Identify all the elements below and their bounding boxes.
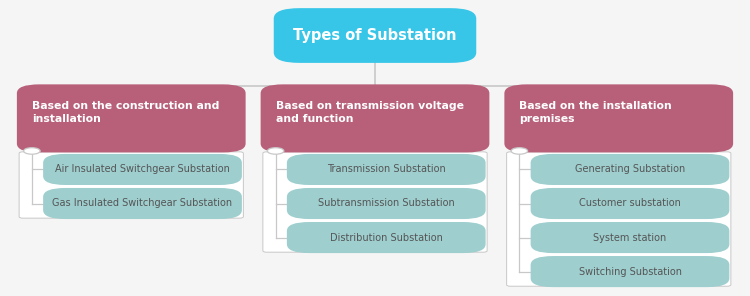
Text: System station: System station <box>593 233 667 242</box>
Circle shape <box>512 148 528 154</box>
FancyBboxPatch shape <box>287 222 486 253</box>
Text: Based on transmission voltage
and function: Based on transmission voltage and functi… <box>276 101 464 124</box>
Text: Transmission Substation: Transmission Substation <box>327 165 446 174</box>
FancyBboxPatch shape <box>531 256 729 287</box>
FancyBboxPatch shape <box>16 84 246 152</box>
Text: Air Insulated Switchgear Substation: Air Insulated Switchgear Substation <box>55 165 230 174</box>
Text: Distribution Substation: Distribution Substation <box>330 233 442 242</box>
FancyBboxPatch shape <box>507 152 730 286</box>
FancyBboxPatch shape <box>531 188 729 219</box>
Text: Gas Insulated Switchgear Substation: Gas Insulated Switchgear Substation <box>53 199 232 208</box>
FancyBboxPatch shape <box>287 188 486 219</box>
FancyBboxPatch shape <box>262 152 488 252</box>
FancyBboxPatch shape <box>531 222 729 253</box>
Circle shape <box>23 148 40 154</box>
Circle shape <box>268 148 284 154</box>
FancyBboxPatch shape <box>274 8 476 63</box>
Text: Generating Substation: Generating Substation <box>575 165 686 174</box>
FancyBboxPatch shape <box>43 154 242 185</box>
Text: Subtransmission Substation: Subtransmission Substation <box>318 199 454 208</box>
Text: Types of Substation: Types of Substation <box>293 28 457 43</box>
FancyBboxPatch shape <box>43 188 242 219</box>
Text: Based on the installation
premises: Based on the installation premises <box>519 101 672 124</box>
FancyBboxPatch shape <box>504 84 733 152</box>
FancyBboxPatch shape <box>531 154 729 185</box>
FancyBboxPatch shape <box>19 152 243 218</box>
Text: Based on the construction and
installation: Based on the construction and installati… <box>32 101 219 124</box>
Text: Customer substation: Customer substation <box>579 199 681 208</box>
Text: Switching Substation: Switching Substation <box>578 267 682 276</box>
FancyBboxPatch shape <box>261 84 490 152</box>
FancyBboxPatch shape <box>287 154 486 185</box>
